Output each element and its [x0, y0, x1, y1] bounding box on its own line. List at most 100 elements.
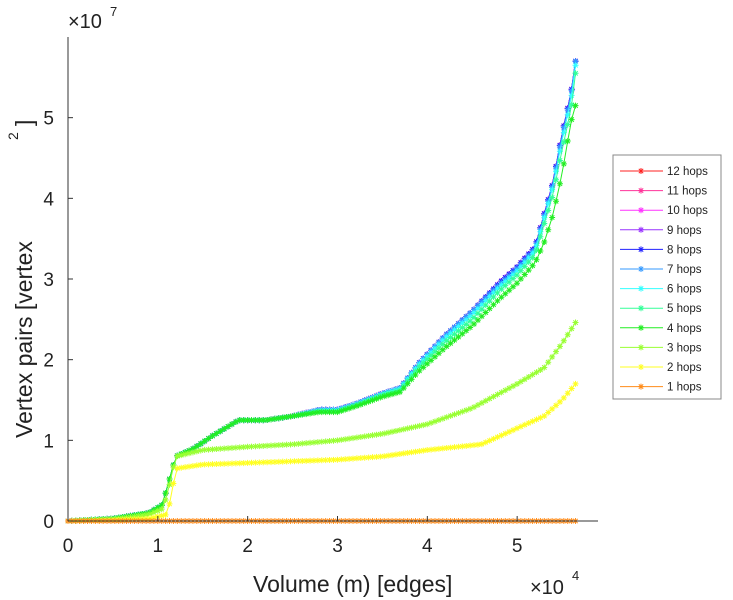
data-point-marker	[529, 254, 536, 261]
data-point-marker	[502, 278, 509, 285]
legend-label: 11 hops	[667, 186, 707, 198]
data-point-marker	[338, 407, 345, 414]
data-point-marker	[248, 417, 255, 424]
data-point-marker	[502, 387, 509, 394]
data-point-marker	[283, 441, 290, 448]
data-point-marker	[564, 106, 571, 113]
data-point-marker	[217, 445, 224, 452]
data-point-marker	[502, 290, 509, 297]
data-point-marker	[154, 504, 161, 511]
data-point-marker	[193, 462, 200, 469]
data-point-marker	[361, 433, 368, 440]
data-point-marker	[369, 432, 376, 439]
series-line	[67, 383, 576, 522]
data-point-marker	[158, 506, 165, 513]
data-point-marker	[291, 441, 298, 448]
data-point-marker	[392, 427, 399, 434]
data-point-marker	[541, 220, 548, 227]
data-point-marker	[529, 250, 536, 257]
data-point-marker	[428, 357, 435, 364]
data-point-marker	[545, 409, 552, 416]
data-point-marker	[572, 102, 579, 109]
data-point-marker	[377, 453, 384, 460]
legend-label: 9 hops	[667, 225, 702, 237]
data-point-marker	[256, 459, 263, 466]
data-point-marker	[244, 459, 251, 466]
data-point-marker	[467, 405, 474, 412]
data-point-marker	[435, 350, 442, 357]
data-point-marker	[271, 458, 278, 465]
data-point-marker	[455, 443, 462, 450]
data-point-marker	[373, 431, 380, 438]
data-point-marker	[287, 458, 294, 465]
x-tick-label: 2	[242, 536, 253, 557]
data-point-marker	[517, 423, 524, 430]
plot-area	[65, 58, 579, 524]
data-point-marker	[389, 452, 396, 459]
data-point-marker	[334, 456, 341, 463]
data-point-marker	[330, 456, 337, 463]
data-point-marker	[412, 423, 419, 430]
data-point-marker	[201, 461, 208, 468]
data-point-marker	[431, 345, 438, 352]
data-point-marker	[342, 406, 349, 413]
data-point-marker	[463, 407, 470, 414]
data-point-marker	[482, 309, 489, 316]
data-point-marker	[549, 214, 556, 221]
data-point-marker	[447, 412, 454, 419]
data-point-marker	[455, 327, 462, 334]
data-point-marker	[268, 442, 275, 449]
data-point-marker	[556, 148, 563, 155]
data-point-marker	[498, 432, 505, 439]
data-point-marker	[553, 164, 560, 171]
data-point-marker	[459, 443, 466, 450]
data-point-marker	[549, 186, 556, 193]
data-point-marker	[213, 430, 220, 437]
data-point-marker	[416, 448, 423, 455]
data-point-marker	[291, 412, 298, 419]
data-point-marker	[556, 180, 563, 187]
data-point-marker	[431, 353, 438, 360]
data-point-marker	[353, 402, 360, 409]
data-point-marker	[275, 442, 282, 449]
data-point-marker	[310, 439, 317, 446]
data-point-marker	[541, 412, 548, 419]
data-point-marker	[553, 168, 560, 175]
data-point-marker	[439, 341, 446, 348]
data-point-marker	[525, 420, 532, 427]
x-tick-label: 1	[153, 536, 164, 557]
data-point-marker	[494, 297, 501, 304]
data-point-marker	[326, 409, 333, 416]
data-point-marker	[252, 443, 259, 450]
data-point-marker	[350, 404, 357, 411]
data-point-marker	[346, 455, 353, 462]
data-point-marker	[303, 457, 310, 464]
legend-label: 8 hops	[667, 244, 702, 256]
data-point-marker	[533, 416, 540, 423]
data-point-marker	[549, 194, 556, 201]
data-point-marker	[537, 233, 544, 240]
data-point-marker	[439, 445, 446, 452]
data-point-marker	[490, 393, 497, 400]
y-axis-label-end: ]	[11, 120, 37, 126]
data-point-marker	[447, 444, 454, 451]
data-point-marker	[154, 507, 161, 514]
data-point-marker	[498, 282, 505, 289]
data-point-marker	[510, 427, 517, 434]
series-6-hops	[65, 62, 579, 524]
data-point-marker	[279, 414, 286, 421]
data-point-marker	[424, 447, 431, 454]
data-point-marker	[365, 432, 372, 439]
data-point-marker	[435, 341, 442, 348]
data-point-marker	[189, 463, 196, 470]
data-point-marker	[264, 416, 271, 423]
data-point-marker	[478, 301, 485, 308]
data-point-marker	[400, 385, 407, 392]
data-point-marker	[299, 457, 306, 464]
data-point-marker	[307, 457, 314, 464]
data-point-marker	[455, 333, 462, 340]
data-point-marker	[553, 402, 560, 409]
data-point-marker	[135, 512, 142, 519]
data-point-marker	[197, 447, 204, 454]
data-point-marker	[338, 456, 345, 463]
